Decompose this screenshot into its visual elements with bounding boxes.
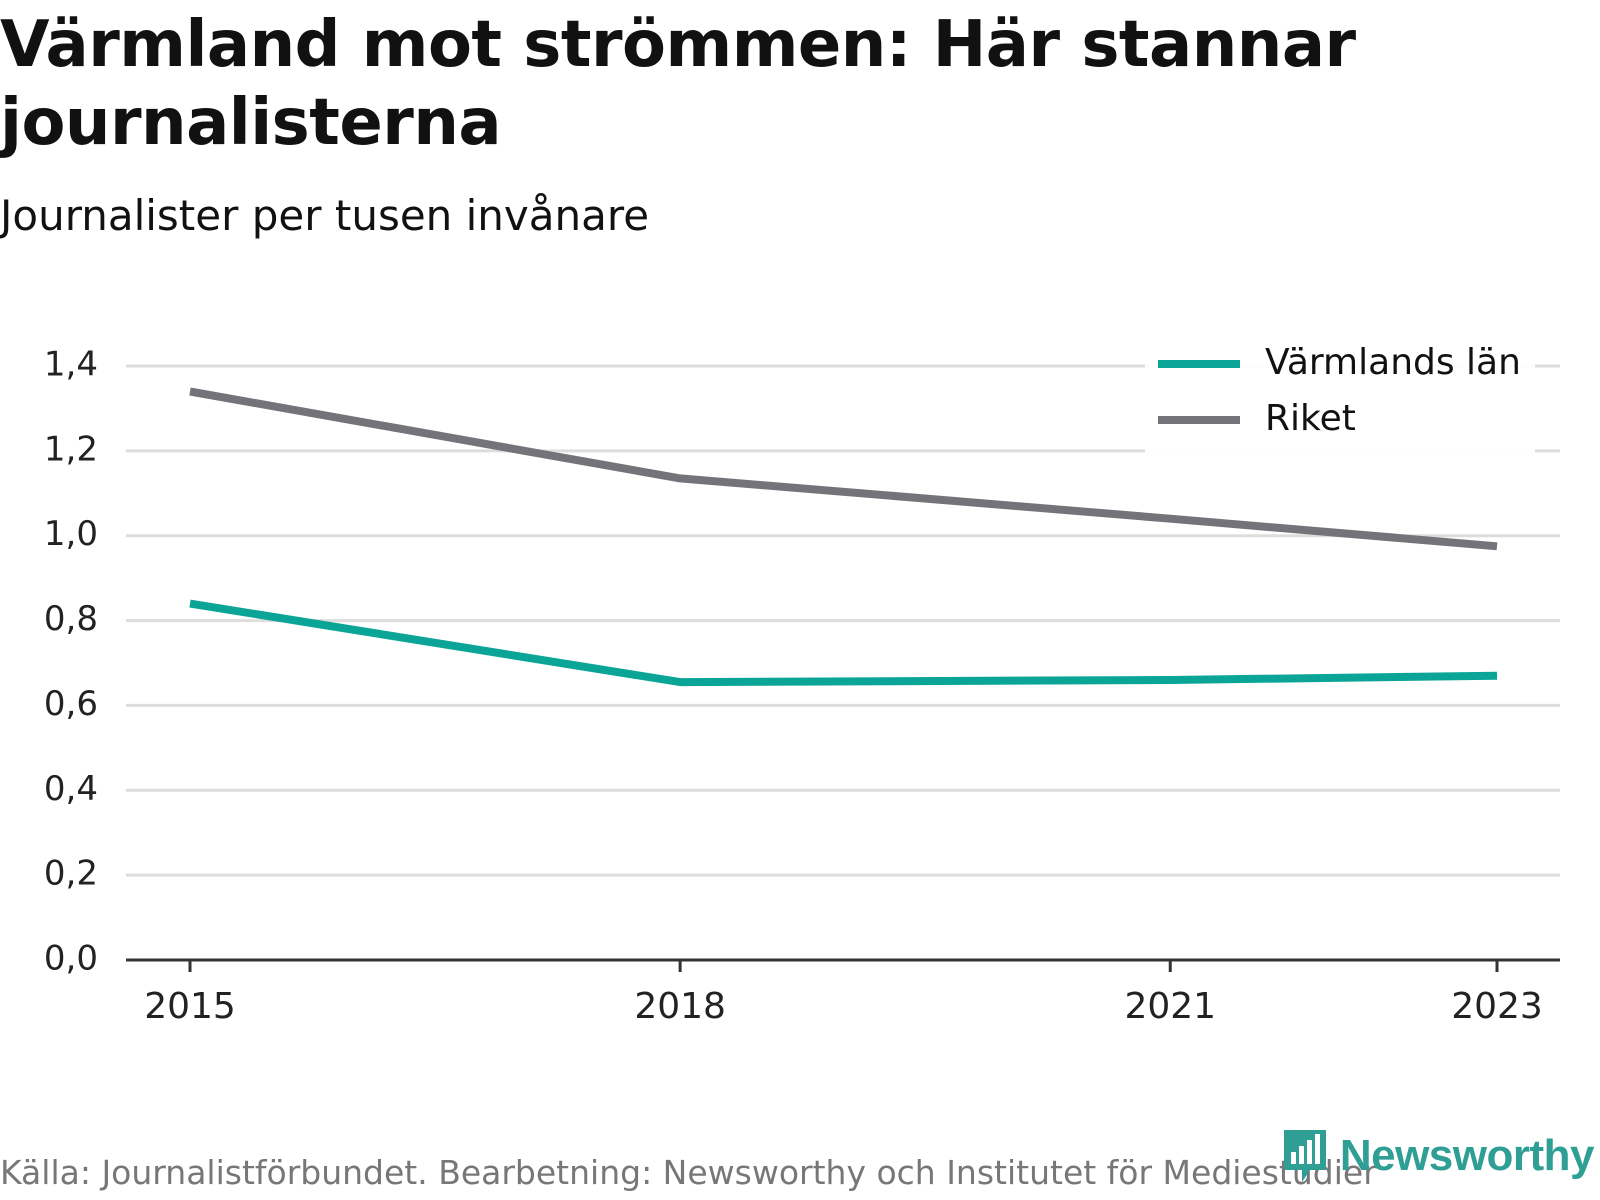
x-tick-label: 2021	[1124, 986, 1216, 1027]
series-line-riket	[189, 387, 1498, 551]
y-tick-label: 0,6	[44, 684, 98, 724]
series-line-värmlands-län	[189, 599, 1498, 687]
newsworthy-icon	[1283, 1130, 1326, 1182]
y-tick-label: 0,4	[44, 769, 98, 809]
y-tick-label: 0,0	[44, 939, 98, 979]
y-axis-ticks: 0,0 0,2 0,4 0,6 0,8 1,0 1,2 1,4	[44, 345, 98, 979]
y-tick-label: 1,0	[44, 514, 98, 554]
chart-title: Värmland mot strömmen: Här stannar journ…	[0, 8, 1356, 160]
x-axis-ticks: 2015 2018 2021 2023	[126, 958, 1560, 1027]
chart-subtitle: Journalister per tusen invånare	[0, 191, 650, 240]
x-tick-label: 2018	[634, 986, 726, 1027]
legend-label: Värmlands län	[1265, 342, 1521, 383]
y-tick-label: 0,2	[44, 854, 98, 894]
source-note: Källa: Journalistförbundet. Bearbetning:…	[0, 1153, 1377, 1192]
gridlines	[126, 364, 1560, 877]
legend: Värmlands län Riket	[1145, 338, 1535, 454]
newsworthy-logo: Newsworthy	[1280, 1126, 1595, 1186]
line-chart: 0,0 0,2 0,4 0,6 0,8 1,0 1,2 1,4 2015 2018 2021 202…	[44, 338, 1560, 1027]
x-tick-label: 2015	[144, 986, 236, 1027]
legend-background	[1145, 338, 1535, 454]
y-tick-label: 0,8	[44, 599, 98, 639]
y-tick-label: 1,4	[44, 345, 98, 385]
y-tick-label: 1,2	[44, 429, 98, 469]
x-tick-label: 2023	[1451, 986, 1543, 1027]
brand-name: Newsworthy	[1339, 1131, 1595, 1180]
legend-label: Riket	[1265, 398, 1356, 439]
series-lines	[189, 387, 1498, 687]
